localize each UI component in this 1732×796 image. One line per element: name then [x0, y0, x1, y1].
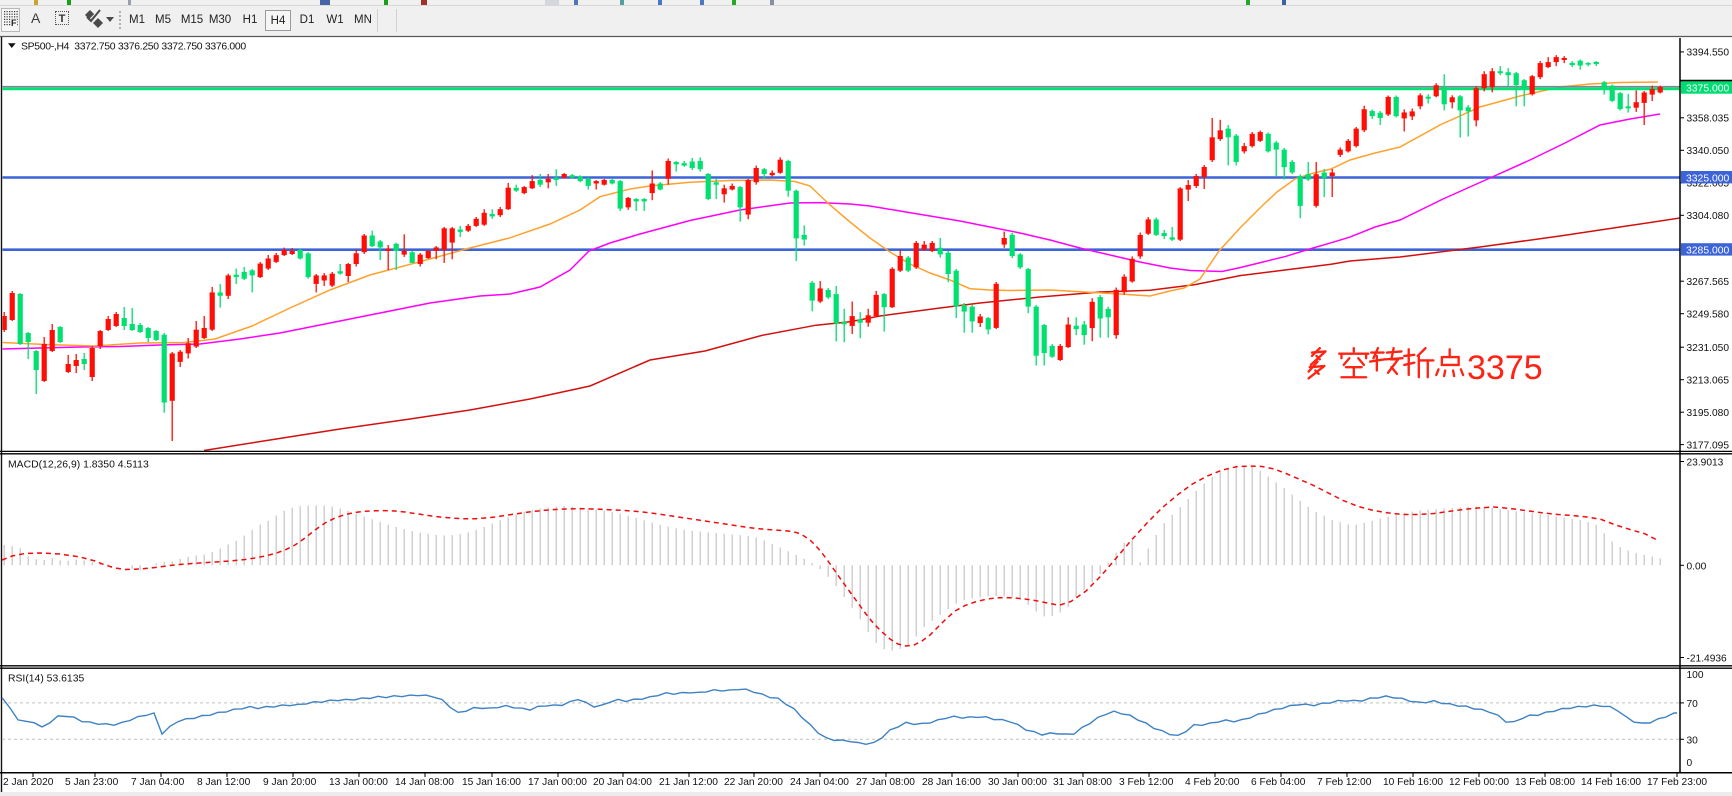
svg-text:10 Feb 16:00: 10 Feb 16:00	[1383, 777, 1443, 788]
svg-text:70: 70	[1687, 699, 1699, 710]
svg-text:3195.080: 3195.080	[1687, 408, 1730, 419]
svg-text:0.00: 0.00	[1687, 561, 1707, 572]
svg-text:3213.065: 3213.065	[1687, 376, 1730, 387]
svg-text:31 Jan 08:00: 31 Jan 08:00	[1053, 777, 1112, 788]
svg-text:3177.095: 3177.095	[1687, 440, 1730, 451]
svg-text:7 Feb 12:00: 7 Feb 12:00	[1317, 777, 1372, 788]
svg-text:8 Jan 12:00: 8 Jan 12:00	[197, 777, 251, 788]
svg-text:5 Jan 23:00: 5 Jan 23:00	[65, 777, 119, 788]
svg-text:27 Jan 08:00: 27 Jan 08:00	[856, 777, 915, 788]
svg-text:3375: 3375	[1467, 349, 1543, 387]
svg-text:24 Jan 04:00: 24 Jan 04:00	[790, 777, 849, 788]
svg-text:MACD(12,26,9) 1.8350 4.5113: MACD(12,26,9) 1.8350 4.5113	[8, 460, 149, 471]
svg-text:3340.050: 3340.050	[1687, 146, 1730, 157]
svg-text:30 Jan 00:00: 30 Jan 00:00	[988, 777, 1047, 788]
svg-text:-21.4936: -21.4936	[1687, 654, 1728, 665]
svg-text:100: 100	[1687, 670, 1704, 681]
svg-text:3358.035: 3358.035	[1687, 114, 1730, 125]
svg-text:20 Jan 04:00: 20 Jan 04:00	[593, 777, 652, 788]
svg-text:3322.065: 3322.065	[1687, 179, 1730, 190]
svg-text:17 Feb 23:00: 17 Feb 23:00	[1647, 777, 1707, 788]
svg-text:21 Jan 12:00: 21 Jan 12:00	[659, 777, 718, 788]
svg-text:22 Jan 20:00: 22 Jan 20:00	[724, 777, 783, 788]
svg-text:14 Jan 08:00: 14 Jan 08:00	[395, 777, 454, 788]
svg-text:9 Jan 20:00: 9 Jan 20:00	[263, 777, 317, 788]
svg-text:14 Feb 16:00: 14 Feb 16:00	[1581, 777, 1641, 788]
svg-text:2 Jan 2020: 2 Jan 2020	[3, 777, 54, 788]
svg-text:3375.000: 3375.000	[1686, 84, 1730, 95]
svg-text:3249.580: 3249.580	[1687, 310, 1730, 321]
svg-text:30: 30	[1687, 735, 1699, 746]
svg-text:28 Jan 16:00: 28 Jan 16:00	[922, 777, 981, 788]
svg-text:3231.050: 3231.050	[1687, 343, 1730, 354]
svg-text:15 Jan 16:00: 15 Jan 16:00	[462, 777, 521, 788]
svg-text:12 Feb 00:00: 12 Feb 00:00	[1449, 777, 1509, 788]
svg-text:13 Feb 08:00: 13 Feb 08:00	[1515, 777, 1575, 788]
svg-text:7 Jan 04:00: 7 Jan 04:00	[131, 777, 185, 788]
svg-text:0: 0	[1687, 758, 1693, 769]
svg-text:13 Jan 00:00: 13 Jan 00:00	[329, 777, 388, 788]
svg-text:3394.550: 3394.550	[1687, 48, 1730, 59]
svg-text:23.9013: 23.9013	[1687, 458, 1724, 469]
svg-text:17 Jan 00:00: 17 Jan 00:00	[528, 777, 587, 788]
svg-text:4 Feb 20:00: 4 Feb 20:00	[1185, 777, 1240, 788]
svg-text:3267.565: 3267.565	[1687, 277, 1730, 288]
svg-text:3325.000: 3325.000	[1686, 173, 1730, 184]
svg-text:6 Feb 04:00: 6 Feb 04:00	[1251, 777, 1306, 788]
svg-text:3 Feb 12:00: 3 Feb 12:00	[1119, 777, 1174, 788]
svg-text:3304.080: 3304.080	[1687, 211, 1730, 222]
svg-text:3285.000: 3285.000	[1686, 246, 1730, 257]
svg-text:SP500-,H4 3372.750 3376.250 3: SP500-,H4 3372.750 3376.250 3372.750 337…	[21, 42, 246, 53]
svg-text:RSI(14) 53.6135: RSI(14) 53.6135	[8, 674, 84, 685]
